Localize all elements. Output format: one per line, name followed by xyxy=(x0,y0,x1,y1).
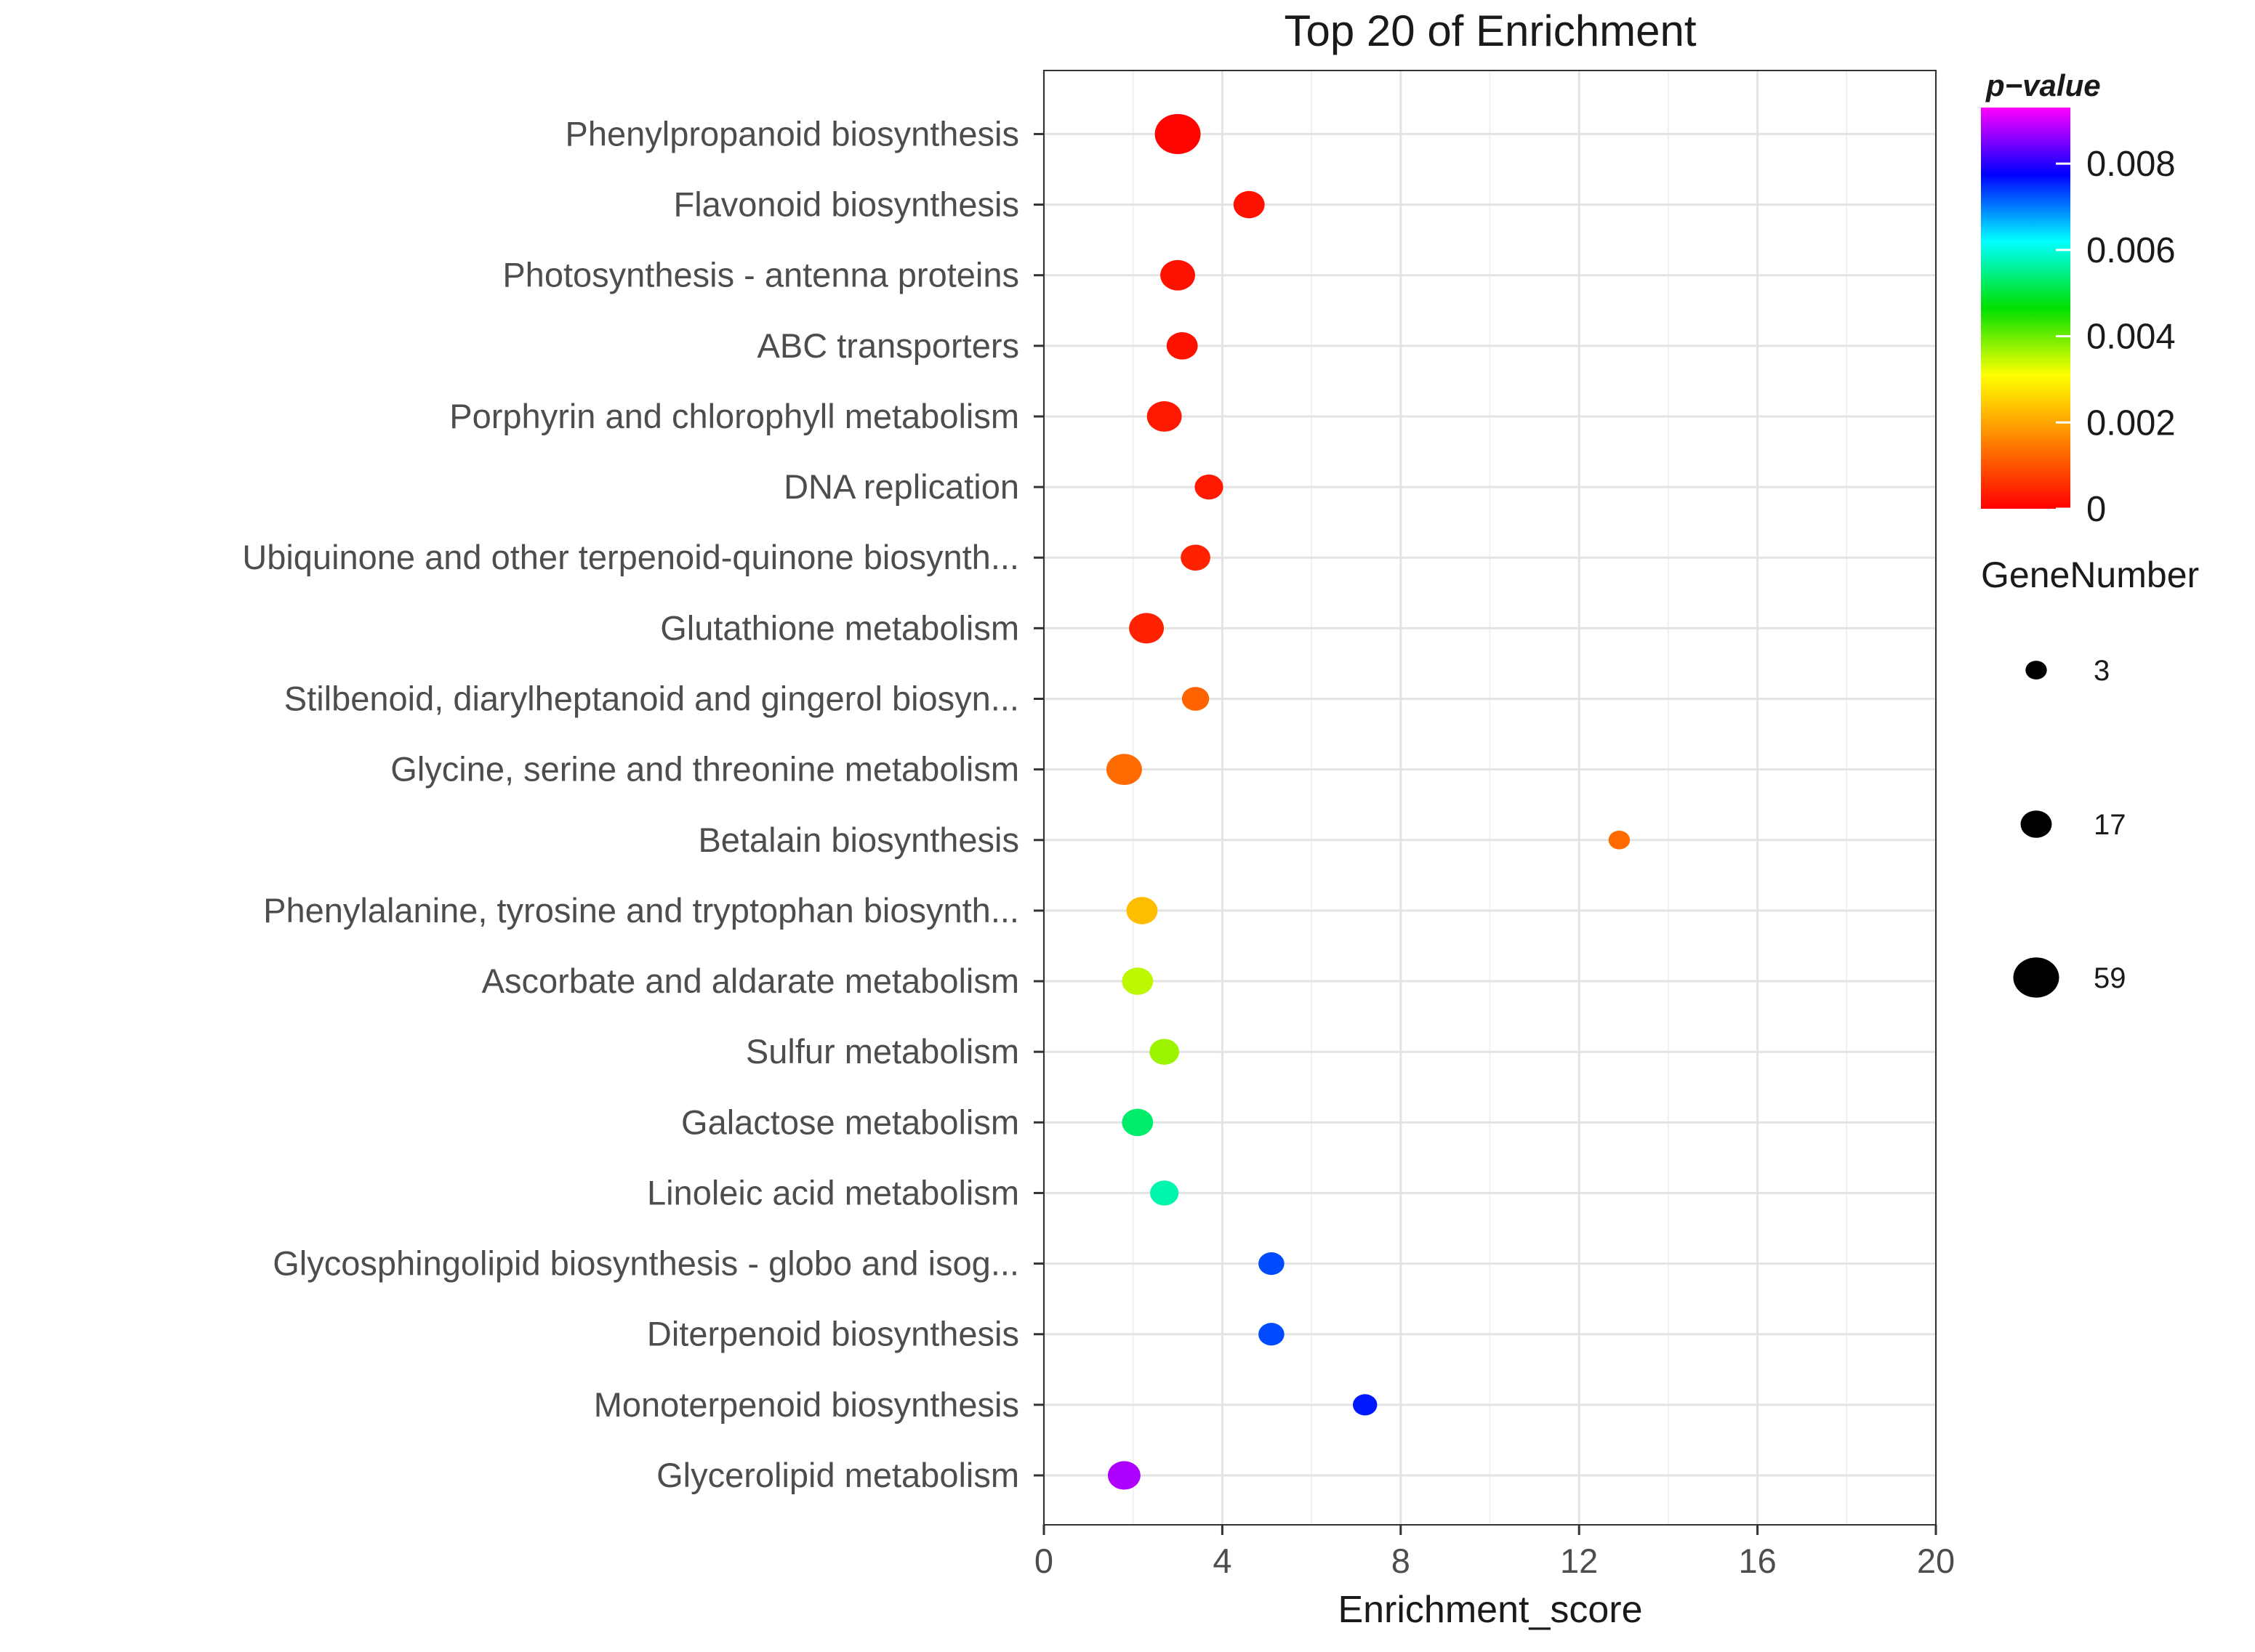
category-label: Glycine, serine and threonine metabolism xyxy=(390,750,1019,789)
data-point xyxy=(1154,113,1201,155)
plot-area: 0 4 8 12 16 20 Phenylpropanoid biosynthesis Fla… xyxy=(242,70,1955,1580)
data-point xyxy=(1181,687,1210,711)
legend: p−value 0.008 0.006 0.004 0.002 0 GeneNumber… xyxy=(1981,68,2199,998)
data-point xyxy=(1160,259,1195,291)
pvalue-tick-label: 0.002 xyxy=(2086,403,2176,443)
pvalue-tick-label: 0.008 xyxy=(2086,145,2176,184)
category-label: Ascorbate and aldarate metabolism xyxy=(482,962,1019,1000)
x-tick-label: 12 xyxy=(1560,1542,1598,1580)
data-point xyxy=(1194,474,1223,500)
category-label: ABC transporters xyxy=(757,326,1019,365)
category-label: Phenylalanine, tyrosine and tryptophan b… xyxy=(263,891,1019,930)
x-tick-label: 8 xyxy=(1391,1542,1410,1580)
data-point xyxy=(1258,1252,1285,1276)
data-point xyxy=(1150,1180,1179,1206)
size-legend-dot xyxy=(2020,810,2052,838)
size-legend-dot xyxy=(2025,661,2047,680)
x-axis-title: Enrichment_score xyxy=(1338,1589,1642,1631)
category-label: Diterpenoid biosynthesis xyxy=(647,1315,1019,1353)
x-tick-label: 0 xyxy=(1034,1542,1053,1580)
category-label: Glycosphingolipid biosynthesis - globo a… xyxy=(273,1244,1019,1283)
pvalue-tick-label: 0 xyxy=(2086,490,2106,529)
size-legend-items: 3 17 59 xyxy=(2013,655,2126,998)
data-point xyxy=(1149,1039,1180,1065)
data-point xyxy=(1146,401,1182,432)
category-label: Monoterpenoid biosynthesis xyxy=(594,1385,1019,1424)
pvalue-tick-label: 0.004 xyxy=(2086,318,2176,357)
size-legend-title: GeneNumber xyxy=(1981,555,2199,595)
size-legend-label: 3 xyxy=(2094,655,2110,687)
x-tick-label: 16 xyxy=(1738,1542,1776,1580)
pvalue-colorbar xyxy=(1981,108,2070,509)
data-point xyxy=(1181,544,1210,571)
data-point xyxy=(1122,1108,1154,1137)
size-legend-dot xyxy=(2013,957,2059,998)
pvalue-legend-title: p−value xyxy=(1985,68,2101,102)
category-label: Sulfur metabolism xyxy=(746,1032,1019,1071)
category-label: Betalain biosynthesis xyxy=(698,821,1019,859)
data-point xyxy=(1258,1323,1285,1346)
category-label: Ubiquinone and other terpenoid-quinone b… xyxy=(242,538,1019,576)
category-label: Flavonoid biosynthesis xyxy=(674,185,1020,224)
category-label: Galactose metabolism xyxy=(681,1103,1019,1141)
x-tick-label: 20 xyxy=(1917,1542,1955,1580)
chart-title: Top 20 of Enrichment xyxy=(1285,7,1697,55)
data-point xyxy=(1166,332,1198,360)
category-label: Glycerolipid metabolism xyxy=(656,1456,1019,1494)
category-label: Stilbenoid, diarylheptanoid and gingerol… xyxy=(284,680,1019,718)
category-label: Linoleic acid metabolism xyxy=(647,1173,1019,1212)
category-label: Glutathione metabolism xyxy=(660,608,1019,647)
data-point xyxy=(1129,613,1165,644)
category-label: DNA replication xyxy=(784,467,1019,506)
category-label: Photosynthesis - antenna proteins xyxy=(502,256,1019,294)
size-legend-label: 59 xyxy=(2094,962,2126,994)
pvalue-ticks: 0.008 0.006 0.004 0.002 0 xyxy=(2056,145,2176,529)
data-point xyxy=(1107,1461,1141,1490)
category-label: Phenylpropanoid biosynthesis xyxy=(566,114,1019,153)
data-point xyxy=(1608,830,1631,850)
x-tick-label: 4 xyxy=(1213,1542,1231,1580)
plot-border xyxy=(1043,70,1937,1526)
data-point xyxy=(1126,897,1158,924)
category-label: Porphyrin and chlorophyll metabolism xyxy=(449,397,1019,435)
data-point xyxy=(1122,967,1154,995)
data-point xyxy=(1352,1394,1378,1416)
size-legend-label: 17 xyxy=(2094,809,2126,841)
data-point xyxy=(1106,754,1142,786)
pvalue-tick-label: 0.006 xyxy=(2086,231,2176,270)
data-point xyxy=(1233,190,1265,219)
